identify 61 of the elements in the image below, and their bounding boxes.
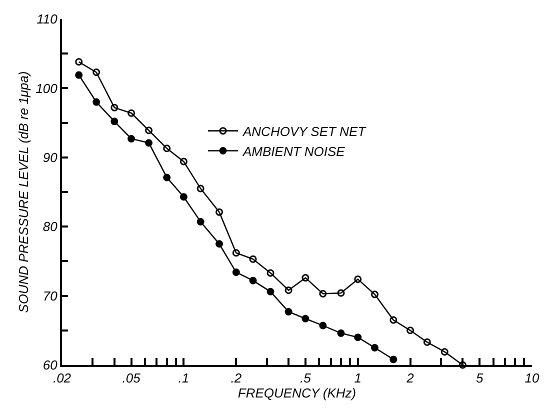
point bbox=[196, 218, 204, 226]
x-tick-label: .2 bbox=[230, 370, 242, 386]
x-tick-label: .02 bbox=[52, 370, 72, 386]
point bbox=[337, 289, 345, 297]
point bbox=[216, 240, 224, 248]
point bbox=[128, 134, 136, 142]
point bbox=[337, 329, 345, 337]
point bbox=[145, 126, 153, 134]
x-tick-label: .1 bbox=[178, 370, 190, 386]
point bbox=[390, 316, 398, 324]
point bbox=[302, 314, 310, 322]
point bbox=[284, 308, 292, 316]
y-axis-title: SOUND PRESSURE LEVEL (dB re 1μpa) bbox=[16, 71, 32, 313]
point bbox=[110, 118, 118, 126]
y-tick-label: 70 bbox=[42, 288, 58, 304]
legend-label: ANCHOVY SET NET bbox=[242, 124, 367, 139]
y-tick-label: 90 bbox=[42, 150, 58, 165]
point bbox=[145, 139, 153, 147]
x-tick-label: 10 bbox=[524, 370, 540, 386]
point bbox=[319, 290, 327, 298]
point bbox=[390, 356, 398, 364]
y-tick-label: 60 bbox=[42, 358, 58, 373]
y-tick-label: 110 bbox=[36, 12, 58, 27]
point bbox=[284, 286, 292, 294]
point bbox=[92, 98, 100, 106]
point bbox=[75, 58, 83, 66]
point bbox=[370, 344, 378, 352]
point bbox=[354, 275, 362, 283]
point bbox=[92, 68, 100, 76]
point bbox=[302, 274, 310, 282]
x-tick-label: 1 bbox=[354, 370, 362, 386]
point bbox=[266, 288, 274, 296]
x-tick-label: 2 bbox=[406, 370, 415, 386]
x-tick-label: .05 bbox=[122, 370, 142, 386]
point bbox=[180, 158, 188, 166]
point bbox=[216, 208, 224, 216]
point bbox=[75, 71, 83, 79]
point bbox=[266, 269, 274, 277]
point bbox=[458, 361, 466, 369]
point bbox=[163, 174, 171, 182]
y-tick-label: 80 bbox=[42, 219, 58, 234]
point bbox=[440, 348, 448, 356]
point bbox=[180, 193, 188, 201]
x-axis-title: FREQUENCY (KHz) bbox=[238, 386, 356, 401]
point bbox=[163, 144, 171, 152]
point bbox=[232, 268, 240, 276]
x-tick-label: 5 bbox=[476, 370, 484, 386]
point bbox=[423, 338, 431, 346]
point bbox=[354, 334, 362, 342]
point bbox=[370, 290, 378, 298]
point bbox=[196, 184, 204, 192]
point bbox=[319, 322, 327, 330]
legend-label: AMBIENT NOISE bbox=[242, 144, 346, 159]
point bbox=[249, 255, 257, 263]
point bbox=[406, 326, 414, 334]
point bbox=[232, 249, 240, 257]
x-tick-label: .5 bbox=[300, 370, 312, 386]
point bbox=[249, 276, 257, 284]
point bbox=[128, 109, 136, 117]
y-tick-label: 100 bbox=[36, 80, 58, 96]
point bbox=[110, 104, 118, 112]
